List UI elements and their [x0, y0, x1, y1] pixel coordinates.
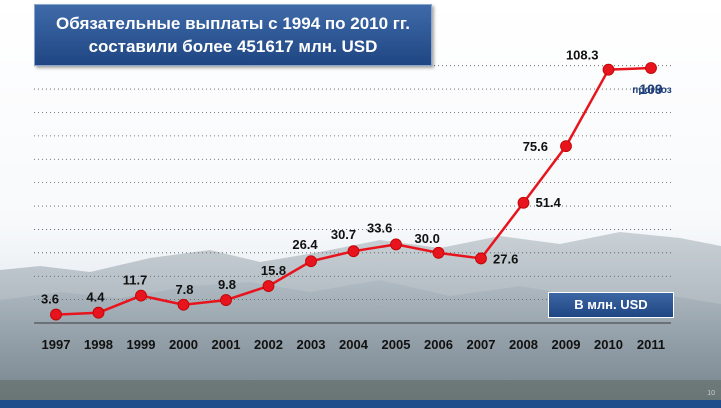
data-point	[177, 298, 190, 311]
data-label: 9.8	[218, 277, 236, 292]
data-point	[305, 255, 317, 268]
data-point	[645, 62, 657, 74]
x-tick-label: 2005	[382, 337, 411, 352]
page-number: 10	[707, 390, 715, 397]
x-tick-label: 2003	[297, 337, 326, 352]
data-label: 33.6	[367, 220, 392, 235]
x-tick-label: 1998	[84, 337, 113, 352]
data-label: 26.4	[292, 237, 318, 252]
data-point	[390, 238, 402, 251]
data-label: 108.3	[566, 48, 599, 63]
title-box: Обязательные выплаты с 1994 по 2010 гг. …	[34, 4, 432, 66]
data-labels: 3.6 4.4 11.7 7.8 9.8 15.8 26.4 30.7 33.6 30.0 27.6…	[41, 48, 663, 307]
x-tick-label: 2004	[339, 337, 369, 352]
data-label: 30.0	[415, 231, 440, 246]
title-line-2: составили более 451617 млн. USD	[88, 37, 378, 56]
data-label: 7.8	[175, 282, 193, 297]
data-point	[432, 246, 445, 259]
data-point	[50, 308, 62, 321]
x-tick-label: 2008	[509, 337, 538, 352]
data-point	[92, 306, 105, 319]
x-tick-label: 2010	[594, 337, 623, 352]
data-label: 11.7	[123, 273, 148, 288]
x-tick-label: 2011	[637, 337, 665, 352]
x-tick-label: 1999	[127, 337, 156, 352]
x-tick-label: 2009	[552, 337, 581, 352]
data-point	[602, 63, 615, 76]
x-tick-label: 2000	[169, 337, 198, 352]
data-label: 51.4	[536, 195, 562, 210]
data-point	[560, 140, 572, 153]
data-point	[135, 289, 147, 302]
data-label: 109	[639, 81, 663, 97]
data-point	[475, 252, 487, 265]
x-tick-label: 2002	[254, 337, 283, 352]
title-line-1: Обязательные выплаты с 1994 по 2010 гг.	[56, 14, 410, 33]
x-tick-label: 1997	[42, 337, 71, 352]
x-tick-labels: 1997 1998 1999 2000 2001 2002 2003 2004 2005 2006…	[42, 337, 666, 352]
forecast-note: прогноз	[632, 85, 671, 96]
data-label: 75.6	[523, 139, 548, 154]
data-label: 15.8	[261, 263, 286, 278]
data-label: 27.6	[493, 251, 518, 266]
x-tick-label: 2006	[424, 337, 453, 352]
data-point	[347, 245, 360, 258]
units-badge: В млн. USD	[548, 292, 674, 318]
data-label: 30.7	[331, 227, 356, 242]
series-line	[50, 62, 657, 321]
data-label: 3.6	[41, 292, 59, 307]
data-point	[517, 196, 530, 209]
data-point	[220, 294, 232, 306]
x-tick-label: 2007	[467, 337, 496, 352]
data-label: 4.4	[86, 290, 105, 305]
x-tick-label: 2001	[212, 337, 241, 352]
data-point	[262, 280, 275, 292]
